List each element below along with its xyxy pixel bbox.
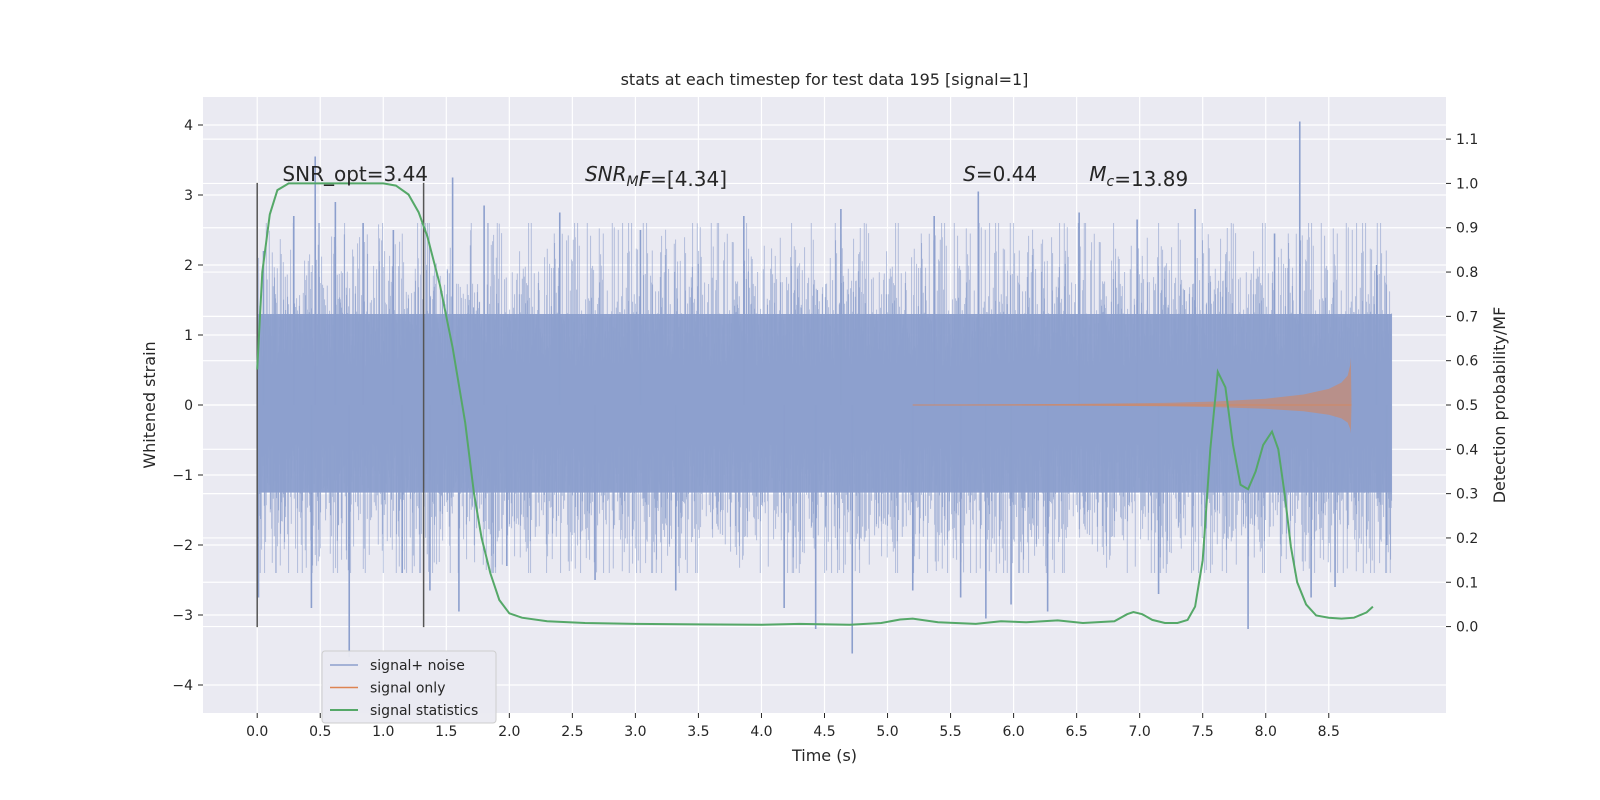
- chart-title: stats at each timestep for test data 195…: [621, 70, 1029, 89]
- x-tick-label: 3.5: [687, 724, 709, 740]
- legend-label-noise: signal+ noise: [370, 658, 465, 674]
- annotation: SNRMF=[4.34]: [585, 162, 727, 191]
- y-tick-label-left: −3: [172, 608, 193, 624]
- y-tick-label-right: 0.9: [1456, 221, 1478, 237]
- stats-line: [256, 182, 1374, 626]
- x-tick-label: 8.5: [1318, 724, 1340, 740]
- legend: signal+ noise signal only signal statistic…: [321, 650, 497, 724]
- annotation-part: F: [639, 167, 651, 191]
- y-tick-label-right: 0.2: [1456, 531, 1478, 547]
- x-tick-label: 5.0: [876, 724, 898, 740]
- signal-only-series: [912, 357, 1352, 434]
- y-tick-label-right: 0.3: [1456, 487, 1478, 503]
- axis-ticks: 0.0 0.5 1.0 1.5 2.0 2.5 3.0 3.5 4.0 4.5 5.0 5.5 6.0 6…: [172, 118, 1478, 740]
- stats-series: [256, 182, 1374, 626]
- x-tick-label: 8.0: [1255, 724, 1277, 740]
- y-axis-right-label: Detection probability/MF: [1490, 307, 1509, 504]
- x-tick-label: 0.0: [246, 724, 268, 740]
- y-tick-label-left: 4: [184, 118, 193, 134]
- x-tick-label: 2.5: [561, 724, 583, 740]
- annotation: Mc=13.89: [1089, 162, 1188, 191]
- y-tick-label-left: −1: [172, 468, 193, 484]
- annotation-part: =13.89: [1114, 167, 1188, 191]
- x-tick-label: 1.5: [435, 724, 457, 740]
- annotations: SNR_opt=3.44 SNRMF=[4.34] S=0.44 Mc=13.89: [282, 162, 1188, 191]
- x-tick-label: 0.5: [309, 724, 331, 740]
- y-axis-left-label: Whitened strain: [140, 341, 159, 468]
- x-tick-label: 1.0: [372, 724, 394, 740]
- y-tick-label-right: 0.1: [1456, 575, 1478, 591]
- x-tick-label: 5.5: [939, 724, 961, 740]
- legend-label-signal: signal only: [370, 681, 445, 697]
- y-tick-label-left: −4: [172, 678, 193, 694]
- y-tick-label-left: −2: [172, 538, 193, 554]
- annotation-part: =[4.34]: [650, 167, 727, 191]
- x-tick-label: 2.0: [498, 724, 520, 740]
- x-tick-label: 6.5: [1065, 724, 1087, 740]
- annotation-part: SNR: [585, 162, 627, 186]
- y-tick-label-right: 1.1: [1456, 132, 1478, 148]
- legend-label-stats: signal statistics: [370, 703, 478, 719]
- x-tick-label: 4.0: [750, 724, 772, 740]
- x-tick-label: 6.0: [1002, 724, 1024, 740]
- legend-box: [321, 650, 497, 724]
- y-tick-label-left: 3: [184, 188, 193, 204]
- annotation-part: =0.44: [976, 162, 1037, 186]
- y-tick-label-left: 2: [184, 258, 193, 274]
- x-tick-label: 7.0: [1129, 724, 1151, 740]
- y-tick-label-right: 1.0: [1456, 176, 1478, 192]
- y-tick-label-right: 0.8: [1456, 265, 1478, 281]
- annotation-part: M: [627, 174, 639, 190]
- y-tick-label-right: 0.5: [1456, 398, 1478, 414]
- y-tick-label-left: 1: [184, 328, 193, 344]
- y-tick-label-right: 0.6: [1456, 354, 1478, 370]
- annotation: S=0.44: [963, 162, 1037, 186]
- x-axis-label: Time (s): [791, 746, 857, 765]
- annotation-part: S: [963, 162, 976, 186]
- marker-lines: [256, 182, 425, 628]
- annotation-part: c: [1107, 174, 1115, 190]
- x-tick-label: 4.5: [813, 724, 835, 740]
- y-tick-label-left: 0: [184, 398, 193, 414]
- annotation: SNR_opt=3.44: [282, 162, 428, 186]
- x-tick-label: 3.0: [624, 724, 646, 740]
- y-tick-label-right: 0.7: [1456, 309, 1478, 325]
- y-tick-label-right: 0.4: [1456, 442, 1478, 458]
- annotation-part: M: [1089, 162, 1106, 186]
- y-tick-label-right: 0.0: [1456, 620, 1478, 636]
- x-tick-label: 7.5: [1192, 724, 1214, 740]
